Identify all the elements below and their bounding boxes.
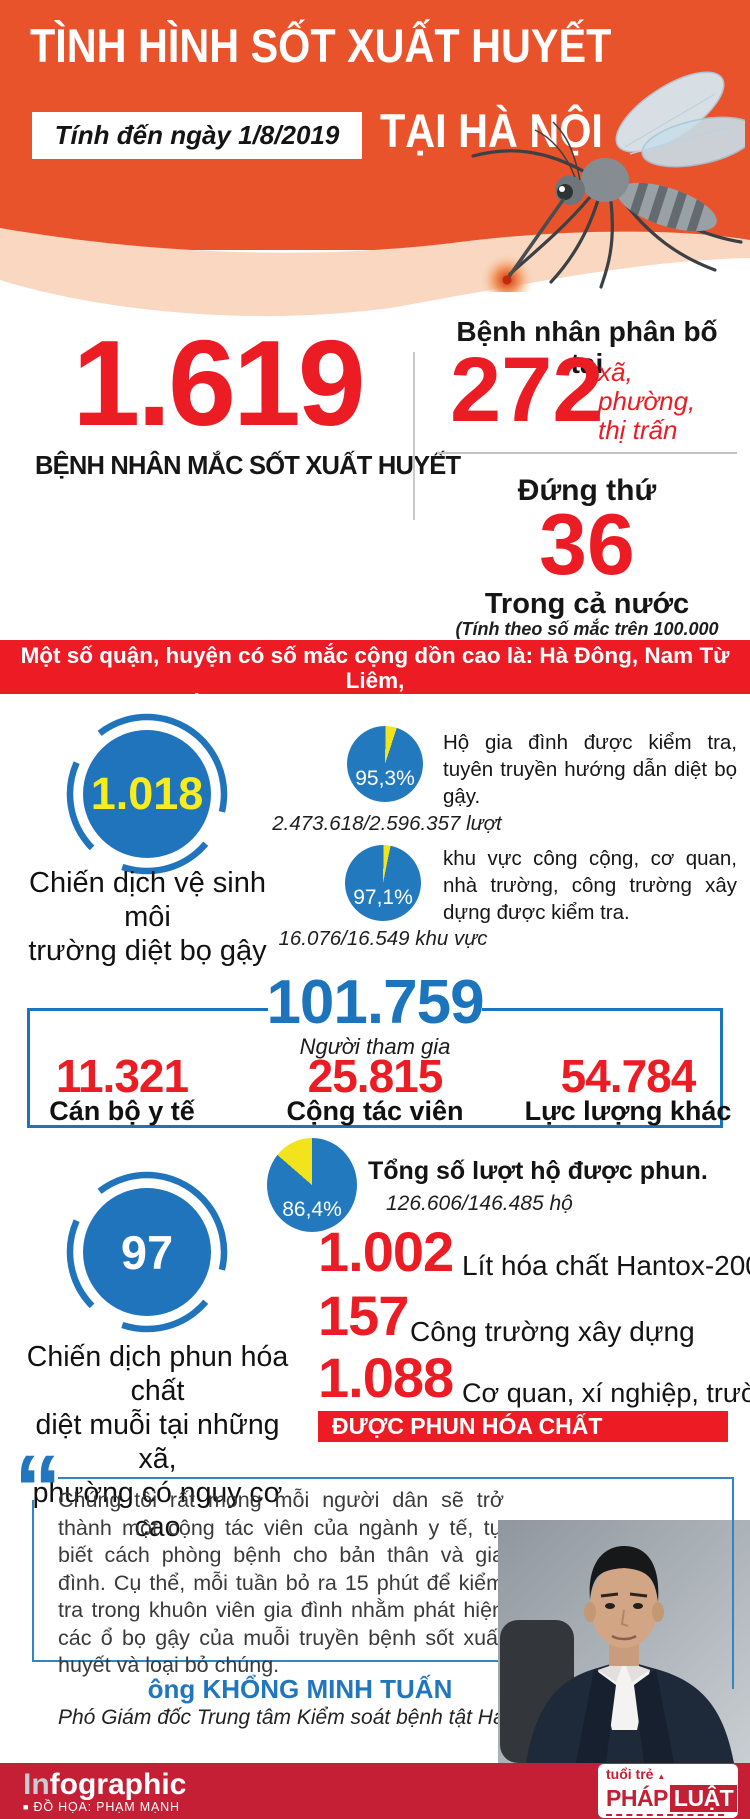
pie-public-areas-percent: 97,1% [353, 886, 413, 909]
box-left-border [27, 1008, 30, 1128]
districts-banner-line2: Cầu Giấy, Bắc Từ Liêm, Đống Đa, Thường T… [64, 693, 686, 718]
spray-item1-label: Lít hóa chất Hantox-200 [462, 1250, 750, 1281]
spray-label-line1: Chiến dịch phun hóa chất [26, 1341, 289, 1407]
campaign1-circle: 1.018 [83, 730, 211, 858]
quote-icon: “ [14, 1436, 62, 1542]
footer-brand-suffix: fographic [49, 1768, 187, 1801]
distribution-unit-line1: xã, [598, 357, 633, 387]
campaign1-number: 1.018 [90, 768, 204, 819]
circle-arcs-decoration-2 [66, 1171, 228, 1333]
participants-total-label: Người tham gia [299, 1034, 451, 1059]
quote-border-bottom [32, 1660, 512, 1662]
spray-circle: 97 [83, 1188, 211, 1316]
spray-label-line3: phường có nguy cơ cao [32, 1477, 283, 1543]
logo-top-text: tuổi trẻ [606, 1766, 654, 1782]
box-bottom-border [27, 1125, 723, 1128]
pie-sprayed-desc: Tổng số lượt hộ được phun. [368, 1157, 708, 1185]
districts-banner: Một số quận, huyện có số mắc cộng dồn ca… [0, 640, 750, 718]
participants-col3-label: Lực lượng khác [524, 1096, 732, 1126]
horizontal-divider [437, 452, 737, 454]
logo-dashes [606, 1814, 724, 1816]
participants-col2-label: Cộng tác viên [286, 1096, 464, 1126]
campaign1-label-line2: trường diệt bọ gậy [28, 935, 267, 967]
quote-author-title: Phó Giám đốc Trung tâm Kiểm soát bệnh tậ… [57, 1706, 542, 1729]
participants-col2-value: 25.815 [307, 1050, 444, 1102]
bullet-icon: ■ [23, 1802, 30, 1812]
portrait-photo [498, 1520, 750, 1763]
sprayed-chemical-banner-text: ĐƯỢC PHUN HÓA CHẤT [332, 1413, 603, 1439]
distribution-unit-line2: phường, [598, 386, 696, 416]
districts-banner-line1: Một số quận, huyện có số mắc cộng dồn ca… [20, 643, 730, 693]
quote-author: ông KHỔNG MINH TUẤN [147, 1674, 453, 1704]
rank-number: 36 [539, 497, 635, 593]
quote-text: Chúng tôi rất mong mỗi người dân sẽ trở … [58, 1488, 504, 1677]
box-right-border [720, 1008, 723, 1128]
footer-credit-text: ĐỒ HỌA: PHẠM MẠNH [33, 1800, 180, 1814]
newspaper-logo: tuổi trẻ ▲ PHÁP LUẬT [598, 1764, 738, 1818]
distribution-number: 272 [450, 339, 604, 441]
spray-item1-value: 1.002 [318, 1220, 454, 1283]
logo-main2: LUẬT [669, 1785, 738, 1812]
page-title-line2: TẠI HÀ NỘI [380, 104, 603, 157]
participants-col1-label: Cán bộ y tế [49, 1096, 195, 1126]
footer-credit: ■ ĐỒ HỌA: PHẠM MẠNH [23, 1800, 180, 1814]
patients-total-label: BỆNH NHÂN MẮC SỐT XUẤT HUYẾT [35, 452, 461, 480]
pie-public-areas-ratio: 16.076/16.549 khu vực [278, 927, 488, 950]
patients-total-number: 1.619 [72, 315, 365, 451]
date-note-box: Tính đến ngày 1/8/2019 [32, 112, 362, 159]
pie-sprayed-ratio: 126.606/146.485 hộ [386, 1192, 573, 1215]
participants-col3-value: 54.784 [560, 1050, 697, 1102]
sprayed-chemical-banner: ĐƯỢC PHUN HÓA CHẤT [318, 1411, 728, 1442]
campaign1-label: Chiến dịch vệ sinh môi trường diệt bọ gậ… [20, 866, 275, 968]
mosquito-icon [471, 71, 745, 292]
pie-chart-households [347, 726, 423, 802]
spray-item3-label: Cơ quan, xí nghiệp, trường học [462, 1378, 750, 1408]
distribution-unit-line3: thị trấn [598, 415, 678, 445]
spray-item3-value: 1.088 [318, 1346, 454, 1409]
pie-households-percent: 95,3% [355, 767, 415, 790]
spray-item2-label: Công trường xây dựng [410, 1316, 695, 1347]
circle-arcs-decoration [66, 713, 228, 875]
spray-item2-value: 157 [318, 1284, 409, 1347]
box-top-line-right [482, 1008, 723, 1011]
logo-main1: PHÁP [606, 1785, 668, 1811]
spray-label: Chiến dịch phun hóa chất diệt muỗi tại n… [15, 1340, 300, 1544]
pie-chart-public-areas [345, 845, 421, 921]
rank-scope: Trong cả nước [484, 588, 690, 620]
date-note-text: Tính đến ngày 1/8/2019 [54, 120, 340, 150]
footer-brand: Infographic [23, 1768, 186, 1802]
quote-border-right [732, 1477, 734, 1689]
page-title-line1: TÌNH HÌNH SỐT XUẤT HUYẾT [30, 19, 612, 72]
pie-households-desc: Hộ gia đình được kiểm tra, tuyên truyền … [443, 731, 737, 808]
participants-total: 101.759 [266, 968, 484, 1037]
distribution-intro: Bệnh nhân phân bố tại [456, 316, 718, 379]
pie-sprayed-percent: 86,4% [282, 1198, 342, 1221]
rank-intro: Đứng thứ [517, 474, 657, 507]
quote-border-top [58, 1477, 734, 1479]
distribution-unit: xã, phường, thị trấn [598, 358, 695, 445]
pie-chart-sprayed-households [267, 1138, 357, 1232]
box-top-line-left [27, 1008, 268, 1011]
campaign1-label-line1: Chiến dịch vệ sinh môi [29, 867, 266, 933]
quote-border-left [32, 1500, 34, 1662]
pie-public-areas-desc: khu vực công cộng, cơ quan, nhà trường, … [443, 847, 737, 924]
spray-label-line2: diệt muỗi tại những xã, [35, 1409, 280, 1475]
footer-brand-prefix: In [23, 1768, 50, 1801]
participants-col1-value: 11.321 [55, 1050, 189, 1102]
vertical-divider [413, 352, 415, 520]
skin-wave-shape [0, 228, 750, 317]
spray-number: 97 [120, 1225, 174, 1279]
pie-households-ratio: 2.473.618/2.596.357 lượt [272, 812, 502, 835]
logo-mark-icon: ▲ [657, 1772, 666, 1781]
